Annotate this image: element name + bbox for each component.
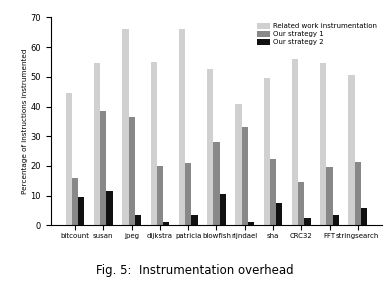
Bar [100, 111, 106, 225]
Bar [355, 162, 361, 225]
Bar [94, 63, 100, 225]
Y-axis label: Percentage of instructions instrumented: Percentage of instructions instrumented [21, 49, 28, 194]
Bar [78, 197, 84, 225]
Bar [129, 117, 135, 225]
Bar [72, 178, 78, 225]
Bar [220, 194, 226, 225]
Bar [242, 127, 248, 225]
Bar [151, 62, 157, 225]
Bar [135, 215, 141, 225]
Bar [163, 223, 169, 225]
Bar [179, 29, 185, 225]
Bar [213, 142, 220, 225]
Legend: Related work instrumentation, Our strategy 1, Our strategy 2: Related work instrumentation, Our strate… [255, 21, 379, 47]
Bar [326, 167, 333, 225]
Bar [191, 215, 197, 225]
Bar [248, 223, 254, 225]
Bar [106, 191, 113, 225]
Bar [122, 29, 129, 225]
Bar [304, 218, 310, 225]
Bar [276, 203, 282, 225]
Bar [361, 208, 367, 225]
Bar [264, 78, 270, 225]
Bar [333, 215, 339, 225]
Bar [270, 159, 276, 225]
Bar [349, 75, 355, 225]
Bar [207, 69, 213, 225]
Text: Fig. 5:  Instrumentation overhead: Fig. 5: Instrumentation overhead [96, 264, 294, 277]
Bar [157, 166, 163, 225]
Bar [298, 182, 304, 225]
Bar [66, 93, 72, 225]
Bar [185, 163, 191, 225]
Bar [320, 63, 326, 225]
Bar [236, 103, 242, 225]
Bar [292, 59, 298, 225]
